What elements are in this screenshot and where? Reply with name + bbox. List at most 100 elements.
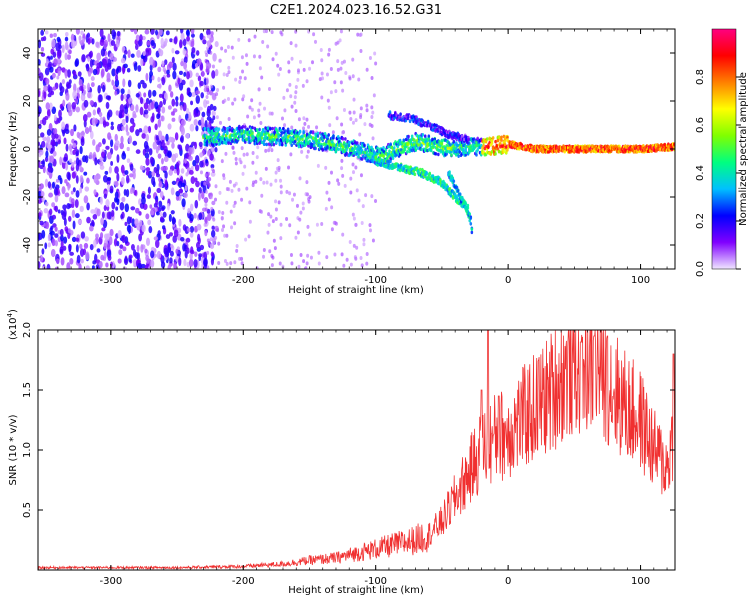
spectrogram-cell	[367, 145, 371, 149]
spectrogram-cell	[75, 175, 79, 184]
spectrogram-cell	[80, 131, 85, 136]
spectrogram-cell	[64, 41, 69, 51]
spectrogram-cell	[148, 125, 152, 134]
spectrogram-cell	[71, 39, 76, 49]
spectrogram-cell	[260, 193, 264, 198]
spectrogram-cell	[56, 75, 60, 80]
spectrogram-cell	[496, 138, 500, 143]
spectrogram-cell	[229, 261, 233, 266]
spectrogram-cell	[225, 200, 229, 205]
spectrogram-cell	[69, 158, 73, 163]
spectrogram-cell	[170, 210, 175, 215]
spectrogram-cell	[260, 133, 264, 137]
spectrogram-cell	[59, 156, 63, 166]
spectrogram-cell	[38, 123, 42, 130]
spectrogram-cell	[203, 99, 208, 108]
spectrogram-cell	[251, 125, 254, 130]
spectrogram-cell	[462, 147, 465, 152]
spectrogram-cell	[302, 129, 305, 134]
spectrogram-cell	[278, 67, 282, 72]
spectrogram-cell	[222, 224, 226, 229]
spectrogram-cell	[157, 130, 163, 140]
spectrogram-cell	[279, 236, 283, 241]
spectrogram-cell	[234, 134, 238, 139]
spectrogram-cell	[304, 192, 308, 197]
spectrogram-cell	[166, 250, 170, 258]
spectrogram-cell	[99, 116, 104, 125]
spectrogram-cell	[107, 33, 111, 43]
spectrogram-cell	[294, 235, 298, 240]
spectrogram-cell	[325, 255, 329, 260]
spectrogram-cell	[104, 211, 108, 221]
spectrogram-cell	[206, 85, 210, 90]
spectrogram-cell	[110, 209, 115, 217]
spectrogram-cell	[280, 131, 284, 135]
spectrogram-cell	[73, 83, 77, 93]
spectrogram-cell	[261, 40, 265, 45]
spectrogram-cell	[271, 126, 274, 131]
spectrogram-cell	[103, 205, 107, 212]
spectrogram-x-tick-label: 100	[631, 275, 650, 286]
spectrogram-cell	[388, 149, 391, 153]
spectrogram-cell	[408, 119, 412, 124]
spectrogram-cell	[260, 75, 264, 80]
spectrogram-cell	[133, 29, 138, 35]
spectrogram-cell	[198, 141, 203, 148]
spectrogram-cell	[342, 107, 346, 112]
spectrogram-cell	[85, 265, 90, 269]
snr-x-tick-label: 0	[505, 576, 511, 587]
spectrogram-cell	[80, 30, 84, 36]
spectrogram-cell	[274, 51, 278, 56]
spectrogram-cell	[336, 178, 340, 183]
spectrogram-cell	[420, 143, 423, 148]
spectrogram-cell	[144, 248, 148, 254]
spectrogram-cell	[458, 150, 462, 154]
spectrogram-y-tick-label: 0	[22, 146, 33, 152]
spectrogram-cell	[227, 116, 231, 121]
spectrogram-cell	[365, 108, 369, 113]
spectrogram-cell	[366, 159, 370, 163]
spectrogram-cell	[188, 146, 193, 156]
spectrogram-cell	[46, 128, 52, 136]
spectrogram-cell	[299, 210, 303, 215]
spectrogram-cell	[374, 199, 378, 204]
spectrogram-cell	[182, 102, 187, 112]
spectrogram-cell	[307, 144, 310, 148]
spectrogram-cell	[235, 248, 239, 253]
spectrogram-cell	[246, 127, 249, 132]
spectrogram-cell	[207, 183, 211, 188]
spectrogram-cell	[122, 246, 127, 252]
spectrogram-cell	[291, 137, 295, 142]
spectrogram-cell	[353, 146, 357, 151]
spectrogram-cell	[337, 181, 341, 186]
spectrogram-cell	[456, 143, 459, 148]
spectrogram-cell	[235, 244, 239, 249]
spectrogram-cell	[84, 186, 90, 192]
spectrogram-cell	[130, 104, 135, 112]
spectrogram-cell	[161, 106, 166, 114]
spectrogram-cell	[209, 84, 213, 89]
spectrogram-cell	[156, 83, 162, 89]
spectrogram-cell	[136, 49, 141, 58]
spectrogram-cell	[320, 71, 324, 76]
spectrogram-cell	[186, 71, 190, 80]
spectrogram-cell	[168, 213, 172, 222]
spectrogram-cell	[53, 114, 57, 122]
spectrogram-cell	[191, 92, 196, 98]
spectrogram-cell	[106, 177, 112, 182]
spectrogram-cell	[217, 261, 221, 266]
spectrogram-cell	[288, 191, 292, 196]
spectrogram-cell	[206, 105, 211, 114]
spectrogram-cell	[339, 147, 342, 152]
spectrogram-cell	[132, 249, 137, 257]
spectrogram-cell	[401, 144, 404, 149]
spectrogram-cell	[126, 216, 131, 225]
spectrogram-cell	[146, 257, 150, 264]
spectrogram-cell	[214, 184, 218, 189]
spectrogram-cell	[151, 112, 155, 122]
spectrogram-cell	[243, 164, 247, 169]
spectrogram-cell	[55, 42, 61, 52]
spectrogram-cell	[109, 228, 114, 237]
spectrogram-cell	[278, 142, 282, 147]
spectrogram-cell	[49, 66, 54, 73]
